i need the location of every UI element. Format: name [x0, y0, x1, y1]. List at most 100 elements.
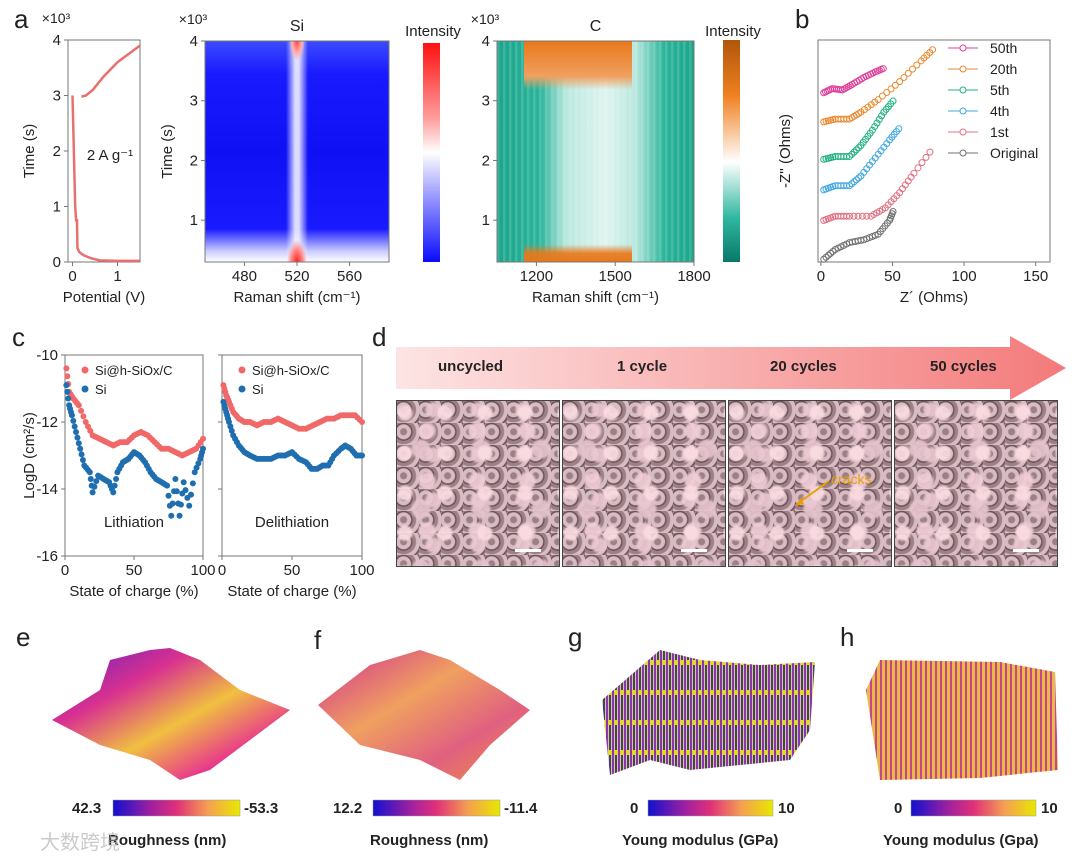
- afm-f-max: -11.4: [504, 800, 538, 817]
- data-point-c1: [200, 435, 206, 442]
- y-scale-label: ×10³: [42, 10, 71, 26]
- y-tick-label: 2: [53, 143, 61, 160]
- stage-50-cycles: 50 cycles: [930, 358, 997, 375]
- afm-f-label: Roughness (nm): [370, 832, 489, 849]
- legend-label: Si: [95, 382, 107, 397]
- data-point-c1: [177, 501, 184, 508]
- x-tick-label: 0: [817, 268, 825, 285]
- x-axis-label: Z´ (Ohms): [900, 289, 968, 306]
- data-point-5th: [878, 112, 886, 120]
- sem-image-20-cycles: cracks: [728, 400, 892, 567]
- panel-label-c: c: [12, 322, 25, 352]
- data-point-4th: [855, 174, 863, 182]
- y-tick-label: 0: [53, 254, 61, 271]
- a3-frame: [496, 40, 695, 263]
- y-tick-label: 1: [482, 212, 490, 229]
- data-point-c1: [173, 488, 180, 495]
- data-point-c1: [110, 489, 117, 496]
- x-tick-label: 480: [232, 268, 257, 285]
- x-axis-label: State of charge (%): [69, 583, 198, 600]
- afm-g-label: Young modulus (GPa): [622, 832, 779, 849]
- legend-marker: [959, 128, 967, 136]
- y-tick-label: 4: [482, 33, 490, 50]
- sem-image-uncycled: [396, 400, 560, 567]
- legend-marker: [238, 385, 246, 393]
- si-colorbar: [423, 43, 440, 262]
- data-point-c1: [77, 445, 84, 452]
- panel-label-d: d: [372, 322, 387, 352]
- panel-label-h: h: [840, 622, 855, 652]
- data-point-c1: [63, 382, 70, 389]
- panel-label-f: f: [314, 625, 322, 655]
- y-tick-label: 2: [482, 152, 490, 169]
- data-point-c1: [164, 482, 171, 489]
- data-point-c1: [188, 491, 195, 498]
- data-point-c1: [80, 413, 87, 420]
- x-tick-label: 1200: [520, 268, 553, 285]
- y-tick-label: -10: [36, 347, 58, 364]
- legend-label: Si: [252, 382, 264, 397]
- data-point-20th: [913, 61, 921, 69]
- data-point-4th: [850, 178, 858, 186]
- afm-h-max: 10: [1041, 800, 1058, 817]
- b-frame: [817, 39, 1051, 263]
- legend-marker: [959, 149, 967, 157]
- data-point-20th: [883, 88, 891, 96]
- data-point-5th: [868, 126, 876, 134]
- x-tick-label: 560: [337, 268, 362, 285]
- data-point-4th: [846, 182, 854, 190]
- data-point-c1: [63, 365, 70, 372]
- cracks-label: cracks: [831, 471, 872, 487]
- y-axis-label: LogD (cm²/s): [21, 412, 38, 499]
- data-point-c1: [165, 492, 172, 499]
- data-point-c1: [89, 489, 96, 496]
- data-point-c1: [73, 429, 80, 436]
- data-point-4th: [895, 125, 903, 133]
- sem-image-50-cycles: [894, 400, 1058, 567]
- process-label: Lithiation: [104, 514, 164, 531]
- data-point-Original: [889, 207, 897, 215]
- afm-e-min: 42.3: [72, 800, 102, 817]
- legend-label-50th: 50th: [990, 40, 1017, 56]
- y-tick-label: -16: [36, 548, 58, 565]
- y-tick-label: 4: [53, 32, 61, 49]
- data-point-Original: [829, 247, 837, 255]
- afm-f-min: 12.2: [333, 800, 363, 817]
- afm-e-max: -53.3: [244, 800, 279, 817]
- data-point-c1: [64, 388, 71, 395]
- x-tick-label: 0: [68, 268, 76, 285]
- legend-label-20th: 20th: [990, 61, 1017, 77]
- data-point-c1: [113, 475, 120, 482]
- x-tick-label: 0: [218, 562, 226, 579]
- y-tick-label: 2: [190, 152, 198, 169]
- data-point-c1: [71, 423, 78, 430]
- data-point-c1: [200, 445, 206, 452]
- x-tick-label: 150: [1023, 268, 1048, 285]
- data-point-c1: [111, 482, 118, 489]
- afm-h-min: 0: [894, 800, 903, 817]
- a2-frame: [204, 40, 390, 263]
- data-point-c1: [189, 480, 196, 487]
- data-point-1st: [854, 212, 862, 220]
- legend-label-4th: 4th: [990, 103, 1009, 119]
- legend-marker: [238, 366, 246, 374]
- data-point-c1: [176, 512, 183, 519]
- y-tick-label: 4: [190, 33, 198, 50]
- y-axis-label: -Z'' (Ohms): [777, 114, 794, 188]
- stage-uncycled: uncycled: [438, 358, 504, 375]
- data-point-c1: [79, 456, 86, 463]
- legend-label: Si@h-SiOx/C: [252, 363, 330, 378]
- data-point-1st: [910, 169, 918, 177]
- data-point-Original: [827, 249, 835, 257]
- x-tick-label: 100: [952, 268, 977, 285]
- cracks-arrow: [796, 480, 830, 505]
- data-point-20th: [900, 73, 908, 81]
- data-point-c1: [87, 475, 94, 482]
- x-tick-label: 100: [190, 562, 215, 579]
- data-point-5th: [855, 144, 863, 152]
- data-point-c1: [75, 402, 82, 409]
- series-line-charge: [81, 44, 141, 98]
- chart-title: C: [590, 18, 602, 35]
- data-point-4th: [852, 176, 860, 184]
